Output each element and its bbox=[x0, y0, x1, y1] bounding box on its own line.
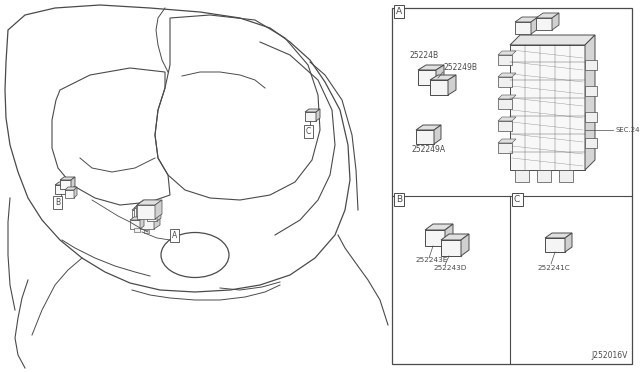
Text: 252249B: 252249B bbox=[444, 63, 478, 72]
Polygon shape bbox=[136, 202, 153, 206]
Polygon shape bbox=[552, 13, 559, 30]
Polygon shape bbox=[461, 234, 469, 256]
Bar bbox=[498, 143, 512, 153]
Polygon shape bbox=[137, 200, 162, 205]
Text: C: C bbox=[306, 127, 311, 136]
Bar bbox=[585, 138, 597, 148]
Text: 252249A: 252249A bbox=[412, 145, 446, 154]
Bar bbox=[144, 230, 149, 233]
Text: A: A bbox=[172, 231, 177, 240]
Polygon shape bbox=[157, 209, 161, 221]
Text: SEC.240: SEC.240 bbox=[615, 127, 640, 133]
Polygon shape bbox=[134, 204, 151, 208]
Polygon shape bbox=[55, 182, 70, 185]
Polygon shape bbox=[498, 51, 516, 55]
Polygon shape bbox=[545, 233, 572, 238]
Polygon shape bbox=[510, 35, 595, 45]
Polygon shape bbox=[65, 187, 77, 190]
Polygon shape bbox=[498, 95, 516, 99]
Polygon shape bbox=[66, 182, 70, 194]
Text: B: B bbox=[55, 198, 60, 207]
Polygon shape bbox=[316, 109, 320, 121]
Text: J252016V: J252016V bbox=[591, 351, 628, 360]
Polygon shape bbox=[531, 17, 538, 34]
Polygon shape bbox=[515, 22, 531, 34]
Polygon shape bbox=[305, 112, 316, 121]
Polygon shape bbox=[60, 180, 71, 189]
Polygon shape bbox=[147, 212, 157, 221]
Text: 252243D: 252243D bbox=[433, 265, 467, 271]
Polygon shape bbox=[430, 80, 448, 95]
Polygon shape bbox=[434, 125, 441, 144]
Bar bbox=[392, 8, 632, 364]
Polygon shape bbox=[545, 238, 565, 252]
Polygon shape bbox=[515, 17, 538, 22]
Polygon shape bbox=[536, 18, 552, 30]
Polygon shape bbox=[132, 206, 149, 210]
Polygon shape bbox=[144, 206, 149, 220]
Bar bbox=[498, 121, 512, 131]
Polygon shape bbox=[134, 208, 146, 218]
Polygon shape bbox=[436, 65, 444, 85]
Bar bbox=[498, 77, 512, 87]
Polygon shape bbox=[132, 210, 144, 220]
Polygon shape bbox=[55, 185, 66, 194]
Polygon shape bbox=[140, 218, 154, 229]
Polygon shape bbox=[498, 117, 516, 121]
Text: 25224B: 25224B bbox=[410, 51, 439, 60]
Polygon shape bbox=[140, 217, 144, 229]
Polygon shape bbox=[150, 200, 155, 214]
Polygon shape bbox=[565, 233, 572, 252]
Polygon shape bbox=[74, 187, 77, 198]
Polygon shape bbox=[138, 200, 155, 204]
Polygon shape bbox=[138, 204, 150, 214]
Text: B: B bbox=[396, 195, 402, 204]
Bar bbox=[585, 60, 597, 70]
Polygon shape bbox=[416, 130, 434, 144]
Bar bbox=[585, 112, 597, 122]
Polygon shape bbox=[305, 109, 320, 112]
Text: 252241C: 252241C bbox=[537, 265, 570, 271]
Polygon shape bbox=[130, 217, 144, 220]
Polygon shape bbox=[155, 200, 162, 219]
Polygon shape bbox=[416, 125, 441, 130]
Polygon shape bbox=[441, 240, 461, 256]
Polygon shape bbox=[130, 220, 140, 229]
Text: A: A bbox=[396, 7, 402, 16]
Polygon shape bbox=[154, 214, 160, 229]
Polygon shape bbox=[146, 204, 151, 218]
Polygon shape bbox=[585, 35, 595, 170]
Polygon shape bbox=[137, 205, 155, 219]
Bar bbox=[515, 170, 529, 182]
Bar bbox=[134, 228, 140, 232]
Polygon shape bbox=[430, 75, 456, 80]
Bar bbox=[559, 170, 573, 182]
Polygon shape bbox=[441, 234, 469, 240]
Polygon shape bbox=[498, 139, 516, 143]
Polygon shape bbox=[418, 70, 436, 85]
Polygon shape bbox=[536, 13, 559, 18]
Polygon shape bbox=[498, 73, 516, 77]
Polygon shape bbox=[65, 190, 74, 198]
Polygon shape bbox=[448, 75, 456, 95]
Polygon shape bbox=[425, 230, 445, 246]
Polygon shape bbox=[148, 202, 153, 216]
Polygon shape bbox=[140, 214, 160, 218]
Bar bbox=[498, 99, 512, 109]
Text: C: C bbox=[514, 195, 520, 204]
Polygon shape bbox=[418, 65, 444, 70]
Bar bbox=[498, 55, 512, 65]
Text: 252243E: 252243E bbox=[415, 257, 447, 263]
Polygon shape bbox=[136, 206, 148, 216]
Polygon shape bbox=[60, 177, 75, 180]
Bar bbox=[585, 86, 597, 96]
Polygon shape bbox=[445, 224, 453, 246]
Bar bbox=[537, 170, 551, 182]
Polygon shape bbox=[147, 209, 161, 212]
Bar bbox=[510, 45, 585, 170]
Polygon shape bbox=[71, 177, 75, 189]
Polygon shape bbox=[425, 224, 453, 230]
